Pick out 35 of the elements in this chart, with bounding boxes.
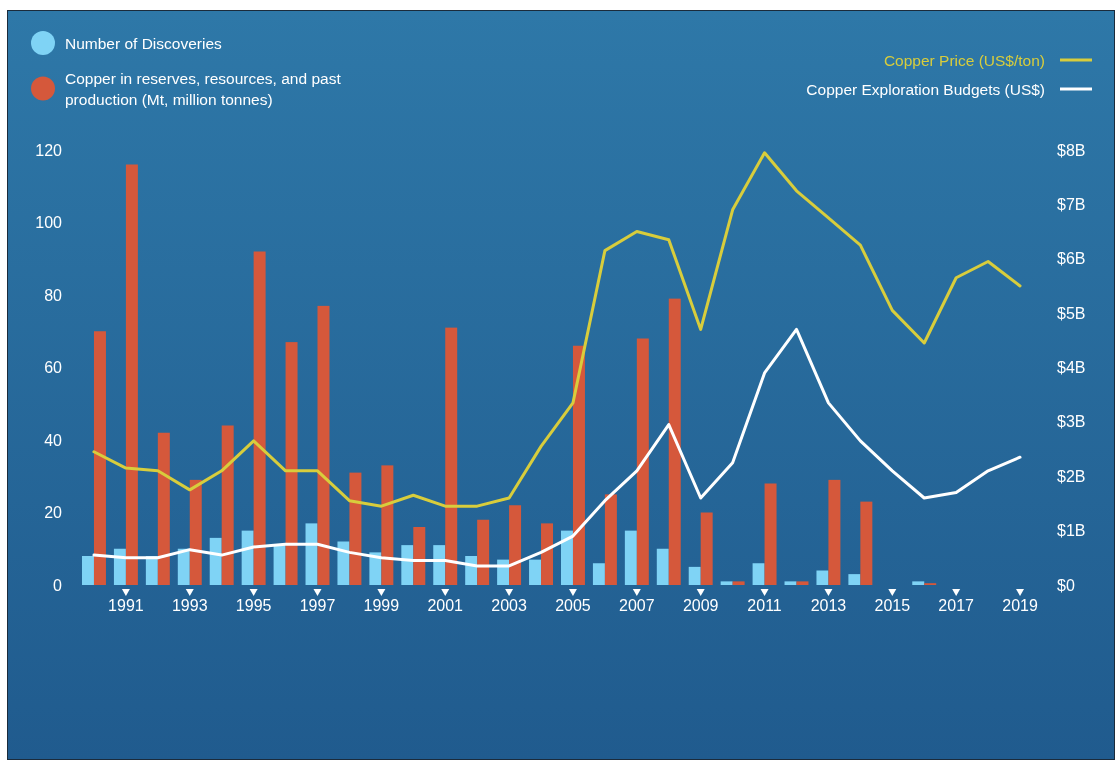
x-tick-label: 2009 [682,596,719,614]
y-tick-label: 60 [44,359,63,376]
y2-tick-label: $3B [1057,413,1086,431]
x-tick-label: 2003 [491,596,527,614]
y-tick-label: 80 [44,286,63,304]
x-tick-label: 2001 [427,596,464,614]
text: Copper Price (US$/ton) [883,51,1045,69]
y-tick-label: 40 [44,431,63,449]
x-tick-label: 1999 [363,596,400,614]
x-tick-label: 2017 [938,596,975,614]
x-tick-label: 2011 [747,596,782,614]
x-tick-label: 2013 [810,596,847,614]
y-tick-label: 100 [35,214,63,231]
y2-tick-label: $4B [1057,359,1086,376]
x-tick-label: 1993 [171,596,208,614]
x-tick-label: 1991 [108,596,144,614]
legend-label: Number of Discoveries [65,34,223,52]
x-tick-label: 2005 [555,596,591,614]
y2-tick-label: $1B [1057,522,1086,540]
y2-tick-label: $6B [1057,250,1086,268]
y-tick-label: 120 [35,141,63,159]
text: Copper Exploration Budgets (US$) [806,80,1045,98]
y2-tick-label: $8B [1057,141,1086,159]
x-tick-label: 1995 [235,596,272,614]
x-tick-label: 2015 [874,596,911,614]
y2-tick-label: $0 [1057,576,1075,594]
y2-tick-label: $2B [1057,467,1086,485]
y2-tick-label: $5B [1057,304,1086,322]
y2-tick-label: $7B [1057,195,1086,213]
x-tick-label: 2019 [1002,596,1038,614]
y-tick-label: 0 [53,576,63,594]
x-tick-label: 1997 [299,596,336,614]
y-tick-label: 20 [44,504,63,521]
legend-label: Copper in reserves, resources, and past production (Mt, million tonnes) [65,69,342,108]
x-tick-label: 2007 [619,596,655,614]
